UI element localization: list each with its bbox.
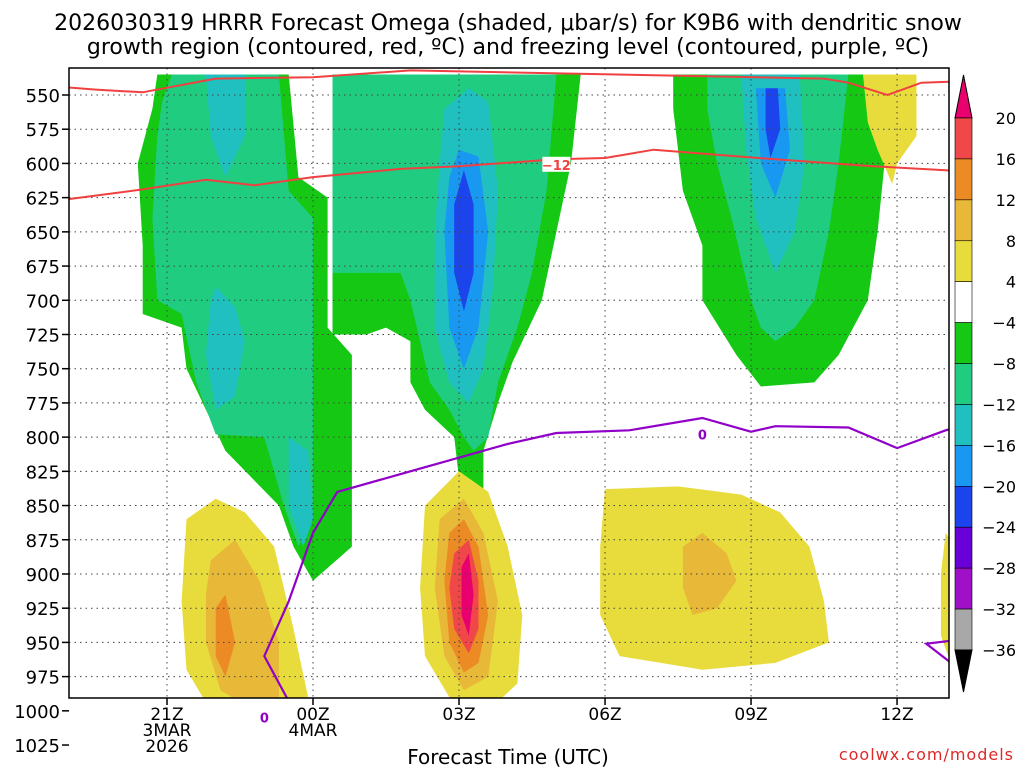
- colorbar-label: −20: [982, 477, 1016, 496]
- y-tick-label: 750: [26, 360, 60, 381]
- freezing-contour-label-mid-bg: [688, 426, 717, 442]
- x-tick-label: 2026: [145, 737, 188, 757]
- colorbar-label: −8: [992, 355, 1016, 374]
- y-tick-label: 975: [26, 668, 60, 689]
- colorbar-bin: [954, 363, 973, 405]
- x-tick-label: 06Z: [588, 705, 621, 725]
- y-tick-label: 575: [26, 120, 60, 141]
- colorbar-label: 12: [996, 191, 1016, 210]
- omega-neg12-west-upper: [205, 74, 245, 178]
- colorbar-bin: [954, 445, 973, 487]
- y-tick-label: 850: [26, 497, 60, 518]
- colorbar-top-arrow: [954, 74, 973, 119]
- x-tick-label: 3MAR: [143, 721, 192, 741]
- omega-neg12-near00z: [288, 437, 313, 547]
- y-tick-label: 800: [26, 428, 60, 449]
- omega-neg12-west-lower: [205, 286, 245, 410]
- y-tick-label: 650: [26, 223, 60, 244]
- colorbar-label: 16: [996, 150, 1016, 169]
- colorbar-bin: [954, 404, 973, 446]
- y-tick-label: 725: [26, 325, 60, 346]
- colorbar-bin: [954, 322, 973, 364]
- colorbar-bin: [954, 240, 973, 282]
- x-axis-label: Forecast Time (UTC): [407, 745, 609, 768]
- colorbar-label: −4: [992, 314, 1016, 333]
- omega-pos4-farright: [940, 532, 949, 659]
- y-tick-label: 825: [26, 462, 60, 483]
- y-tick-label: 775: [26, 394, 60, 415]
- colorbar-bin: [954, 526, 973, 569]
- dgz-contour-lower: [69, 148, 949, 200]
- y-tick-label: 925: [26, 599, 60, 620]
- colorbar-label: 8: [1006, 232, 1016, 251]
- plot-frame: [68, 67, 950, 699]
- colorbar-bin: [954, 199, 973, 242]
- y-tick-label: 875: [26, 531, 60, 552]
- colorbar-label: −32: [982, 600, 1016, 619]
- colorbar: 20 16 12 8 4 −4 −8 −12 −16 −20 −24 −28 −32 −36: [954, 74, 1016, 693]
- y-tick-label: 950: [26, 633, 60, 654]
- omega-neg20-east: [765, 88, 781, 158]
- x-tick-label: 03Z: [442, 705, 475, 725]
- colorbar-label: −36: [982, 641, 1016, 660]
- plot-area: [69, 68, 949, 698]
- colorbar-label: −12: [982, 395, 1016, 414]
- colorbar-label: 20: [996, 109, 1016, 128]
- omega-pos12-left: [215, 594, 236, 677]
- colorbar-bin: [954, 158, 973, 201]
- credit-text: coolwx.com/models: [839, 745, 1014, 764]
- x-tick-label: 09Z: [734, 705, 767, 725]
- x-tick-label: 21Z: [150, 705, 183, 725]
- colorbar-bin: [954, 486, 973, 528]
- colorbar-bin: [954, 608, 973, 651]
- colorbar-label: 4: [1006, 273, 1016, 292]
- y-tick-label: 600: [26, 154, 60, 175]
- colorbar-bin: [954, 117, 973, 160]
- freezing-contour-label-mid: 0: [698, 428, 707, 443]
- x-tick-label: 00Z: [296, 705, 329, 725]
- y-tick-label: 675: [26, 257, 60, 278]
- colorbar-label: −24: [982, 518, 1016, 537]
- omega-pos8-right: [682, 532, 737, 615]
- y-tick-label: 550: [26, 86, 60, 107]
- x-tick-label: 12Z: [880, 705, 913, 725]
- y-tick-label: 1000: [14, 702, 60, 723]
- colorbar-bottom-arrow: [954, 649, 973, 693]
- colorbar-bin: [954, 567, 973, 610]
- y-tick-label: 700: [26, 291, 60, 312]
- dgz-contour-label-bg: [542, 156, 571, 172]
- dgz-contour-label: −12: [542, 159, 571, 174]
- chart-title-line2: growth region (contoured, red, ºC) and f…: [87, 35, 929, 60]
- freezing-level-contour: [263, 416, 949, 698]
- colorbar-label: −16: [982, 436, 1016, 455]
- y-tick-label: 1025: [14, 736, 60, 757]
- dgz-contour-upper: [69, 69, 949, 97]
- y-tick-label: 900: [26, 565, 60, 586]
- chart-title-line1: 2026030319 HRRR Forecast Omega (shaded, …: [54, 11, 962, 36]
- x-tick-label: 4MAR: [289, 721, 338, 741]
- freezing-level-contour-east: [923, 639, 949, 663]
- colorbar-bin: [954, 281, 973, 323]
- freezing-contour-label-low-bg: [250, 709, 279, 725]
- freezing-contour-label-low: 0: [260, 712, 269, 727]
- colorbar-label: −28: [982, 559, 1016, 578]
- y-tick-label: 625: [26, 189, 60, 210]
